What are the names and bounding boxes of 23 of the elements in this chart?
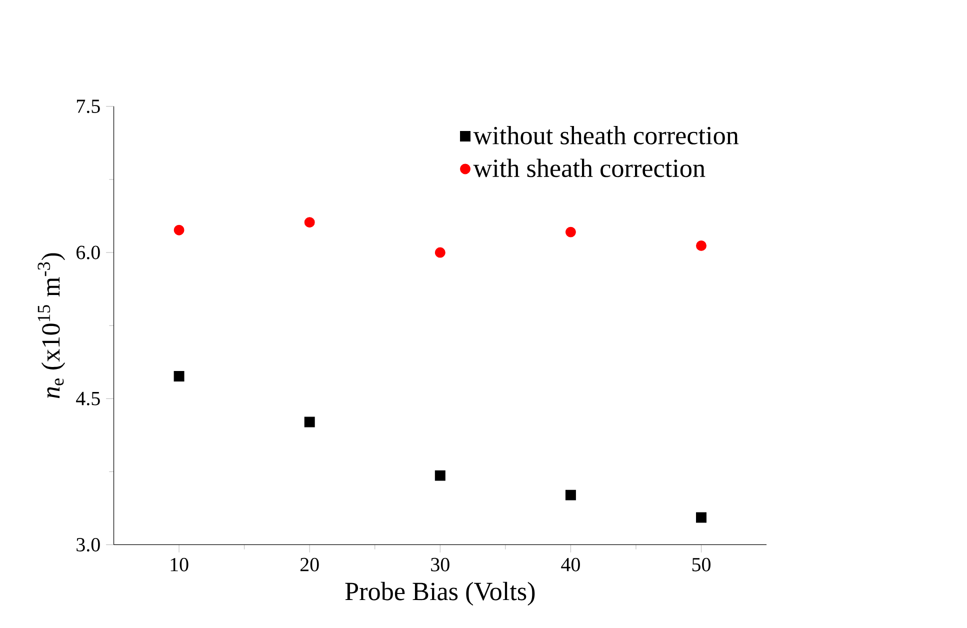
- point: [174, 371, 184, 382]
- point: [696, 240, 706, 251]
- point: [696, 512, 706, 523]
- legend-label: without sheath correction: [473, 126, 739, 144]
- legend-label: with sheath correction: [473, 158, 706, 178]
- x-tick-label: 30: [431, 558, 450, 572]
- point: [174, 224, 184, 236]
- point: [565, 226, 576, 238]
- point: [434, 247, 446, 258]
- point: [565, 490, 576, 500]
- point: [304, 217, 315, 228]
- x-tick-label: 20: [300, 558, 319, 572]
- x-tick-label: 10: [170, 558, 188, 572]
- point: [304, 416, 315, 428]
- y-tick-label: 3.0: [76, 538, 100, 552]
- x-tick-label: 50: [692, 558, 710, 572]
- point: [434, 470, 446, 481]
- y-tick-label: 4.5: [76, 392, 100, 406]
- x-axis-title: Probe Bias (Volts): [345, 582, 535, 606]
- y-tick-label: 6.0: [76, 246, 100, 260]
- y-axis-title: n$_{e}$ (x10$^{15}$ m$^{-3}$): [38, 253, 66, 398]
- y-tick-label: 7.5: [76, 100, 100, 114]
- x-tick-label: 40: [561, 558, 580, 572]
